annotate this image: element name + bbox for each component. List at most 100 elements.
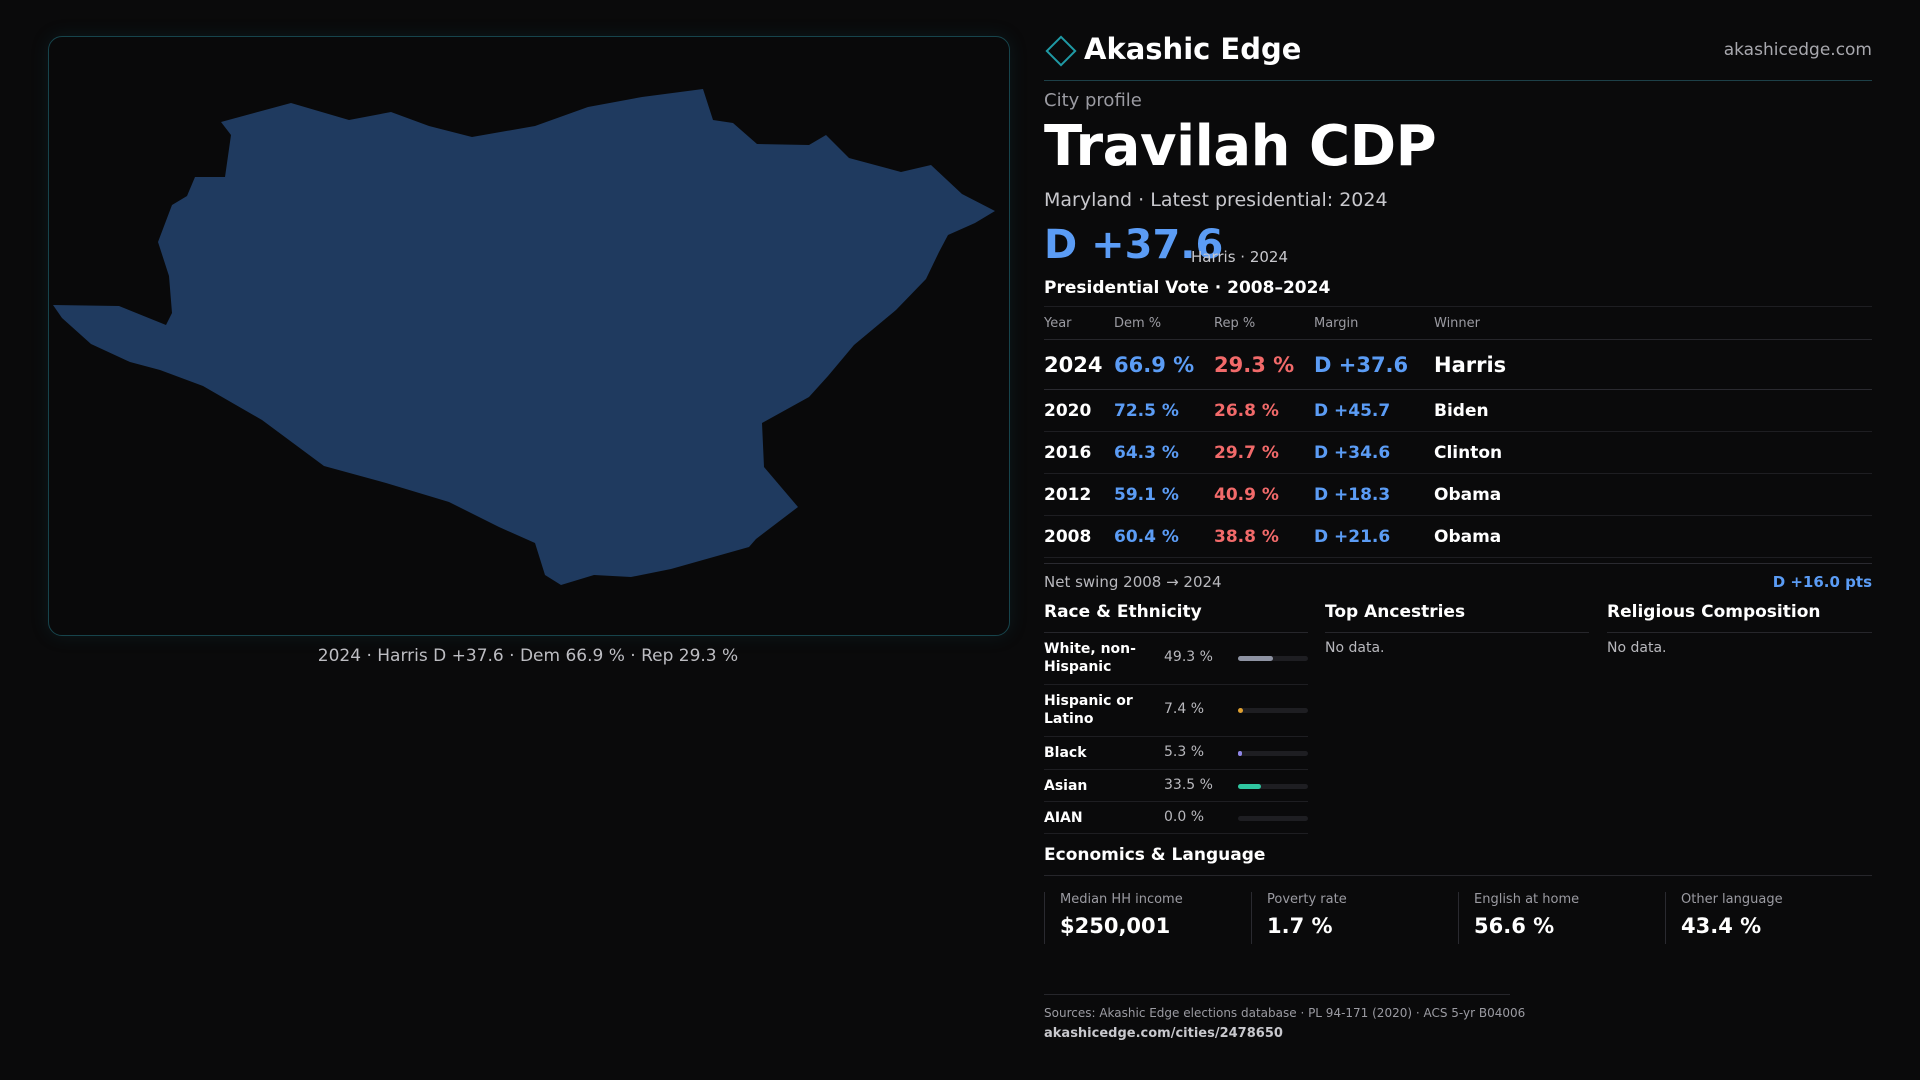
ancestries-divider (1325, 632, 1589, 633)
econ-stat-label: Median HH income (1060, 892, 1183, 907)
city-page-link[interactable]: akashicedge.com/cities/2478650 (1044, 1026, 1283, 1041)
margin-cell: D +45.7 (1314, 389, 1434, 432)
rep-cell: 29.7 % (1214, 431, 1314, 474)
race-pct: 0.0 % (1164, 809, 1205, 825)
margin-cell: D +18.3 (1314, 473, 1434, 516)
map-caption: 2024 · Harris D +37.6 · Dem 66.9 % · Rep… (317, 646, 739, 666)
dem-cell: 66.9 % (1114, 339, 1214, 390)
sources-note: Sources: Akashic Edge elections database… (1044, 1006, 1526, 1020)
page-subtitle: Maryland · Latest presidential: 2024 (1044, 189, 1388, 211)
page-header: Akashic Edge akashicedge.com (1044, 32, 1872, 81)
econ-stat-value: 56.6 % (1474, 914, 1555, 938)
winner-cell: Obama (1434, 473, 1872, 516)
margin-cell: D +21.6 (1314, 515, 1434, 558)
brand-name: Akashic Edge (1084, 32, 1302, 66)
ancestries-empty: No data. (1325, 640, 1385, 656)
ancestries-section-title: Top Ancestries (1325, 602, 1466, 622)
year-cell: 2012 (1044, 473, 1114, 516)
econ-stat: English at home 56.6 % (1458, 892, 1665, 944)
dem-cell: 64.3 % (1114, 431, 1214, 474)
economics-section-title: Economics & Language (1044, 845, 1266, 865)
race-row: Black 5.3 % (1044, 737, 1308, 770)
winner-cell: Obama (1434, 515, 1872, 558)
header-margin: Margin (1314, 306, 1434, 340)
table-row: 2024 66.9 % 29.3 % D +37.6 Harris (1044, 339, 1872, 390)
race-bar-fill (1238, 708, 1243, 713)
econ-stat-value: $250,001 (1060, 914, 1171, 938)
site-url-link[interactable]: akashicedge.com (1723, 40, 1872, 60)
race-pct: 5.3 % (1164, 744, 1205, 760)
econ-stat-value: 43.4 % (1681, 914, 1762, 938)
race-pct: 49.3 % (1164, 649, 1213, 665)
page-eyebrow: City profile (1044, 90, 1142, 111)
econ-stat: Poverty rate 1.7 % (1251, 892, 1458, 944)
brand[interactable]: Akashic Edge (1044, 32, 1302, 67)
race-bar-track (1238, 656, 1308, 661)
race-row: Asian 33.5 % (1044, 770, 1308, 802)
religion-divider (1607, 632, 1872, 633)
race-label: White, non-Hispanic (1044, 641, 1136, 675)
religion-empty: No data. (1607, 640, 1667, 656)
econ-stat-label: Other language (1681, 892, 1783, 907)
margin-cell: D +34.6 (1314, 431, 1434, 474)
race-bar-track (1238, 784, 1308, 789)
winner-cell: Clinton (1434, 431, 1872, 474)
winner-cell: Biden (1434, 389, 1872, 432)
dem-cell: 72.5 % (1114, 389, 1214, 432)
table-row: 2016 64.3 % 29.7 % D +34.6 Clinton (1044, 431, 1872, 474)
headline-note: Harris · 2024 (1191, 248, 1289, 266)
votes-header-row: Year Dem % Rep % Margin Winner (1044, 306, 1872, 340)
headline-margin: D +37.6 (1044, 222, 1224, 268)
rep-cell: 26.8 % (1214, 389, 1314, 432)
rep-cell: 29.3 % (1214, 339, 1314, 390)
header-year: Year (1044, 306, 1114, 340)
profile-panel: Akashic Edge akashicedge.com City profil… (1044, 0, 1872, 1080)
race-label: Hispanic or Latino (1044, 693, 1133, 727)
econ-stat-label: Poverty rate (1267, 892, 1347, 907)
votes-table: Year Dem % Rep % Margin Winner 2024 66.9… (1044, 306, 1872, 558)
year-cell: 2024 (1044, 339, 1114, 390)
footer-divider (1044, 994, 1510, 995)
race-bar-track (1238, 708, 1308, 713)
net-swing-value: D +16.0 pts (1772, 573, 1872, 591)
race-bar-fill (1238, 784, 1261, 789)
religion-section-title: Religious Composition (1607, 602, 1821, 622)
header-dem: Dem % (1114, 306, 1214, 340)
race-label: Black (1044, 745, 1087, 761)
table-row: 2012 59.1 % 40.9 % D +18.3 Obama (1044, 473, 1872, 516)
table-row: 2008 60.4 % 38.8 % D +21.6 Obama (1044, 515, 1872, 558)
econ-stat: Median HH income $250,001 (1044, 892, 1251, 944)
table-row: 2020 72.5 % 26.8 % D +45.7 Biden (1044, 389, 1872, 432)
economics-grid: Median HH income $250,001 Poverty rate 1… (1044, 892, 1872, 944)
race-bar-fill (1238, 751, 1242, 756)
race-list: White, non-Hispanic 49.3 % Hispanic or L… (1044, 632, 1308, 834)
net-swing-label: Net swing 2008 → 2024 (1044, 573, 1222, 591)
year-cell: 2008 (1044, 515, 1114, 558)
city-boundary-map (53, 89, 995, 585)
econ-stat: Other language 43.4 % (1665, 892, 1872, 944)
race-pct: 33.5 % (1164, 777, 1213, 793)
race-section-title: Race & Ethnicity (1044, 602, 1202, 622)
margin-cell: D +37.6 (1314, 339, 1434, 390)
race-row: White, non-Hispanic 49.3 % (1044, 633, 1308, 685)
race-row: AIAN 0.0 % (1044, 802, 1308, 834)
header-winner: Winner (1434, 306, 1872, 340)
winner-cell: Harris (1434, 339, 1872, 390)
econ-stat-label: English at home (1474, 892, 1580, 907)
year-cell: 2020 (1044, 389, 1114, 432)
econ-stat-value: 1.7 % (1267, 914, 1333, 938)
rep-cell: 38.8 % (1214, 515, 1314, 558)
race-label: AIAN (1044, 810, 1083, 826)
city-boundary-shape[interactable] (53, 89, 995, 585)
race-label: Asian (1044, 778, 1088, 794)
diamond-icon (1045, 35, 1077, 67)
map-panel[interactable] (48, 36, 1010, 636)
race-pct: 7.4 % (1164, 701, 1205, 717)
header-rep: Rep % (1214, 306, 1314, 340)
dem-cell: 59.1 % (1114, 473, 1214, 516)
votes-section-title: Presidential Vote · 2008–2024 (1044, 278, 1331, 298)
race-bar-track (1238, 816, 1308, 821)
race-bar-fill (1238, 656, 1273, 661)
page-title: Travilah CDP (1044, 114, 1437, 179)
economics-divider (1044, 875, 1872, 876)
